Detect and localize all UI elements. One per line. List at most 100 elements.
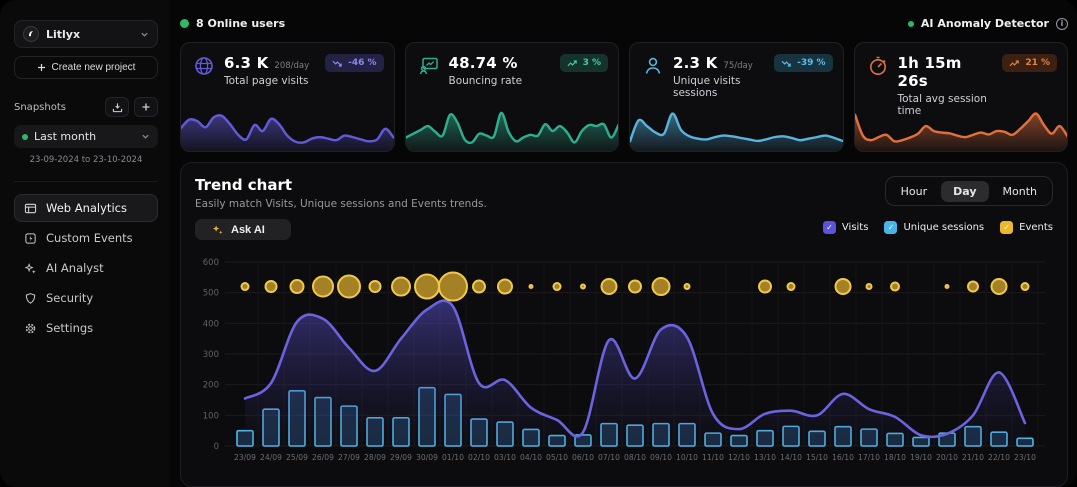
trend-subtitle: Easily match Visits, Unique sessions and… <box>195 198 487 210</box>
add-snapshot-button[interactable] <box>134 97 158 117</box>
sparkline-chart <box>855 103 1068 151</box>
granularity-tabs: Hour Day Month <box>885 176 1053 206</box>
info-icon[interactable]: i <box>1056 18 1068 30</box>
checkbox-visits[interactable]: ✓ <box>823 221 836 234</box>
svg-text:02/10: 02/10 <box>468 453 490 462</box>
snapshot-selected: Last month <box>34 130 135 143</box>
shield-icon <box>23 291 37 305</box>
stat-label: Bouncing rate <box>449 75 551 87</box>
create-project-button[interactable]: Create new project <box>14 56 158 79</box>
badge-value: -39 % <box>797 58 825 68</box>
trend-badge: -46 % <box>325 54 383 72</box>
svg-text:01/10: 01/10 <box>442 453 464 462</box>
trend-badge: 21 % <box>1002 54 1057 72</box>
sidebar-item-web-analytics[interactable]: Web Analytics <box>14 194 158 222</box>
ask-ai-button[interactable]: Ask AI <box>195 219 291 240</box>
plus-icon <box>37 63 46 72</box>
presentation-chart-icon <box>418 55 440 77</box>
badge-value: 21 % <box>1025 58 1050 68</box>
sidebar-item-security[interactable]: Security <box>14 284 158 312</box>
project-selector[interactable]: Litlyx <box>14 20 158 48</box>
topbar: 8 Online users AI Anomaly Detector i <box>180 14 1068 33</box>
plus-icon <box>141 102 151 112</box>
browser-icon <box>23 201 37 215</box>
trend-chart-svg: 010020030040050060023/0924/0925/0926/092… <box>195 254 1053 482</box>
ask-ai-label: Ask AI <box>231 224 265 236</box>
project-name: Litlyx <box>46 28 133 41</box>
tab-hour[interactable]: Hour <box>889 181 940 202</box>
chevron-down-icon <box>141 132 150 141</box>
svg-text:400: 400 <box>203 319 219 329</box>
tab-month[interactable]: Month <box>991 181 1049 202</box>
trend-up-icon <box>567 59 578 68</box>
download-icon <box>112 102 123 113</box>
bolt-square-icon <box>23 231 37 245</box>
svg-text:20/10: 20/10 <box>936 453 958 462</box>
snapshot-select[interactable]: Last month <box>14 125 158 148</box>
svg-text:200: 200 <box>203 381 219 391</box>
litlyx-logo-icon <box>23 26 39 42</box>
stat-cards-row: 6.3 K 208/day Total page visits -46 % <box>180 42 1068 152</box>
badge-value: 3 % <box>583 58 601 68</box>
svg-text:27/09: 27/09 <box>338 453 360 462</box>
person-icon <box>642 55 664 77</box>
tab-day[interactable]: Day <box>941 181 988 202</box>
anomaly-label: AI Anomaly Detector <box>921 17 1049 30</box>
ai-sparkles-icon <box>211 223 224 236</box>
legend-visits[interactable]: ✓ Visits <box>823 221 869 234</box>
ai-anomaly-detector: AI Anomaly Detector i <box>908 17 1068 30</box>
anomaly-status-dot <box>908 21 914 27</box>
menu-label: Settings <box>46 321 93 335</box>
stat-per-day: 208/day <box>274 61 309 71</box>
trend-chart-area: 010020030040050060023/0924/0925/0926/092… <box>195 254 1053 486</box>
sparkles-icon <box>23 261 37 275</box>
badge-value: -46 % <box>348 58 376 68</box>
checkbox-unique-sessions[interactable]: ✓ <box>884 221 897 234</box>
trend-up-icon <box>1009 59 1020 68</box>
sidebar-item-settings[interactable]: Settings <box>14 314 158 342</box>
svg-text:18/10: 18/10 <box>884 453 906 462</box>
svg-text:06/10: 06/10 <box>572 453 594 462</box>
svg-text:30/09: 30/09 <box>416 453 438 462</box>
sidebar-item-custom-events[interactable]: Custom Events <box>14 224 158 252</box>
globe-icon <box>193 55 215 77</box>
chevron-down-icon <box>140 30 149 39</box>
svg-text:15/10: 15/10 <box>806 453 828 462</box>
svg-text:26/09: 26/09 <box>312 453 334 462</box>
svg-text:29/09: 29/09 <box>390 453 412 462</box>
sparkline-chart <box>181 103 394 151</box>
svg-text:100: 100 <box>203 411 219 421</box>
legend-events[interactable]: ✓ Events <box>1000 221 1053 234</box>
stat-label: Total page visits <box>224 75 316 87</box>
timer-icon <box>867 55 889 77</box>
svg-text:11/10: 11/10 <box>702 453 724 462</box>
svg-text:25/09: 25/09 <box>286 453 308 462</box>
svg-text:19/10: 19/10 <box>910 453 932 462</box>
snapshots-label: Snapshots <box>14 102 100 113</box>
svg-text:14/10: 14/10 <box>780 453 802 462</box>
sparkline-chart <box>406 103 619 151</box>
stat-card-unique-sessions: 2.3 K 75/day Unique visits sessions -39 … <box>629 42 844 152</box>
svg-text:07/10: 07/10 <box>598 453 620 462</box>
svg-text:08/10: 08/10 <box>624 453 646 462</box>
svg-text:04/10: 04/10 <box>520 453 542 462</box>
legend-unique-sessions[interactable]: ✓ Unique sessions <box>884 221 984 234</box>
menu-label: Custom Events <box>46 231 133 245</box>
trend-down-icon <box>781 59 792 68</box>
export-snapshot-button[interactable] <box>105 97 129 117</box>
sidebar-item-ai-analyst[interactable]: AI Analyst <box>14 254 158 282</box>
checkbox-events[interactable]: ✓ <box>1000 221 1013 234</box>
stat-label: Unique visits sessions <box>673 75 765 99</box>
trend-down-icon <box>332 59 343 68</box>
sidebar-divider <box>14 181 158 182</box>
create-project-label: Create new project <box>52 62 136 73</box>
chart-legend: ✓ Visits ✓ Unique sessions ✓ Events <box>823 221 1053 234</box>
svg-text:16/10: 16/10 <box>832 453 854 462</box>
stat-value: 6.3 K <box>224 54 268 72</box>
svg-text:09/10: 09/10 <box>650 453 672 462</box>
svg-text:24/09: 24/09 <box>260 453 282 462</box>
online-users: 8 Online users <box>180 17 285 30</box>
stat-value: 1h 15m 26s <box>898 54 994 90</box>
stat-card-total-page-visits: 6.3 K 208/day Total page visits -46 % <box>180 42 395 152</box>
svg-text:12/10: 12/10 <box>728 453 750 462</box>
